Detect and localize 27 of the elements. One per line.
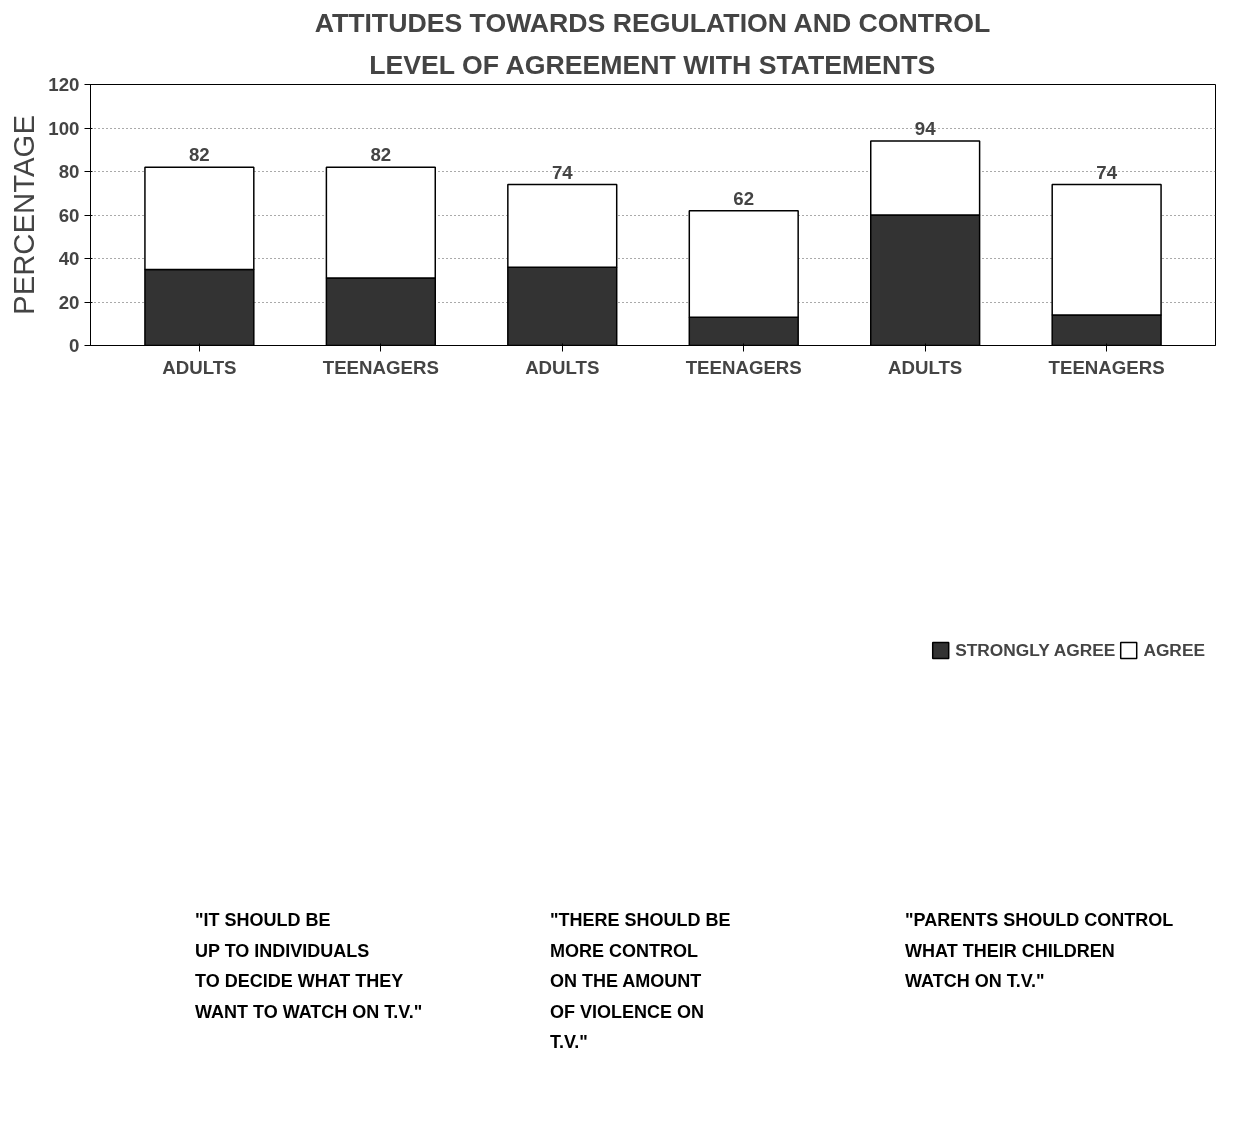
y-tick-label: 100 (48, 117, 80, 139)
total-label: 94 (914, 118, 937, 140)
x-tick-label: TEENAGERS (685, 356, 802, 378)
y-tick-label: 120 (48, 74, 80, 95)
x-tick-label: TEENAGERS (322, 356, 439, 378)
total-label: 62 (733, 187, 755, 209)
text: "PARENTS SHOULD CONTROL WHAT THEIR CHILDREN WATCH ON T.V." (905, 909, 1174, 994)
x-tick-label: ADULTS (888, 356, 963, 378)
text: "IT SHOULD BE UP TO INDIVIDUALS TO DECIDE WHAT THEY WANT TO WATCH ON T.V." (195, 909, 423, 1024)
y-tick-label: 60 (58, 204, 80, 226)
y-tick-label: 0 (69, 335, 80, 356)
total-label: 82 (189, 144, 210, 166)
x-tick-label: ADULTS (525, 356, 600, 378)
y-tick-label: 80 (58, 161, 80, 182)
y-tick-label: 40 (58, 248, 80, 269)
legend-label: AGREE (1143, 639, 1205, 661)
total-label: 82 (370, 144, 392, 166)
text: "THERE SHOULD BE MORE CONTROL ON THE AMOUNT OF VIOLENCE ON T.V." (550, 909, 731, 1055)
chart-subtitle: LEVEL OF AGREEMENT WITH STATEMENTS (369, 49, 936, 80)
total-label: 74 (551, 161, 574, 183)
total-label: 74 (1096, 161, 1118, 183)
chart-title: ATTITUDES TOWARDS REGULATION AND CONTROL (314, 7, 991, 38)
legend-label: STRONGLY AGREE (955, 639, 1116, 661)
x-tick-label: TEENAGERS (1048, 356, 1165, 378)
x-tick-label: ADULTS (162, 356, 237, 378)
y-tick-label: 20 (58, 291, 80, 313)
y-axis-title: PERCENTAGE (7, 115, 41, 315)
